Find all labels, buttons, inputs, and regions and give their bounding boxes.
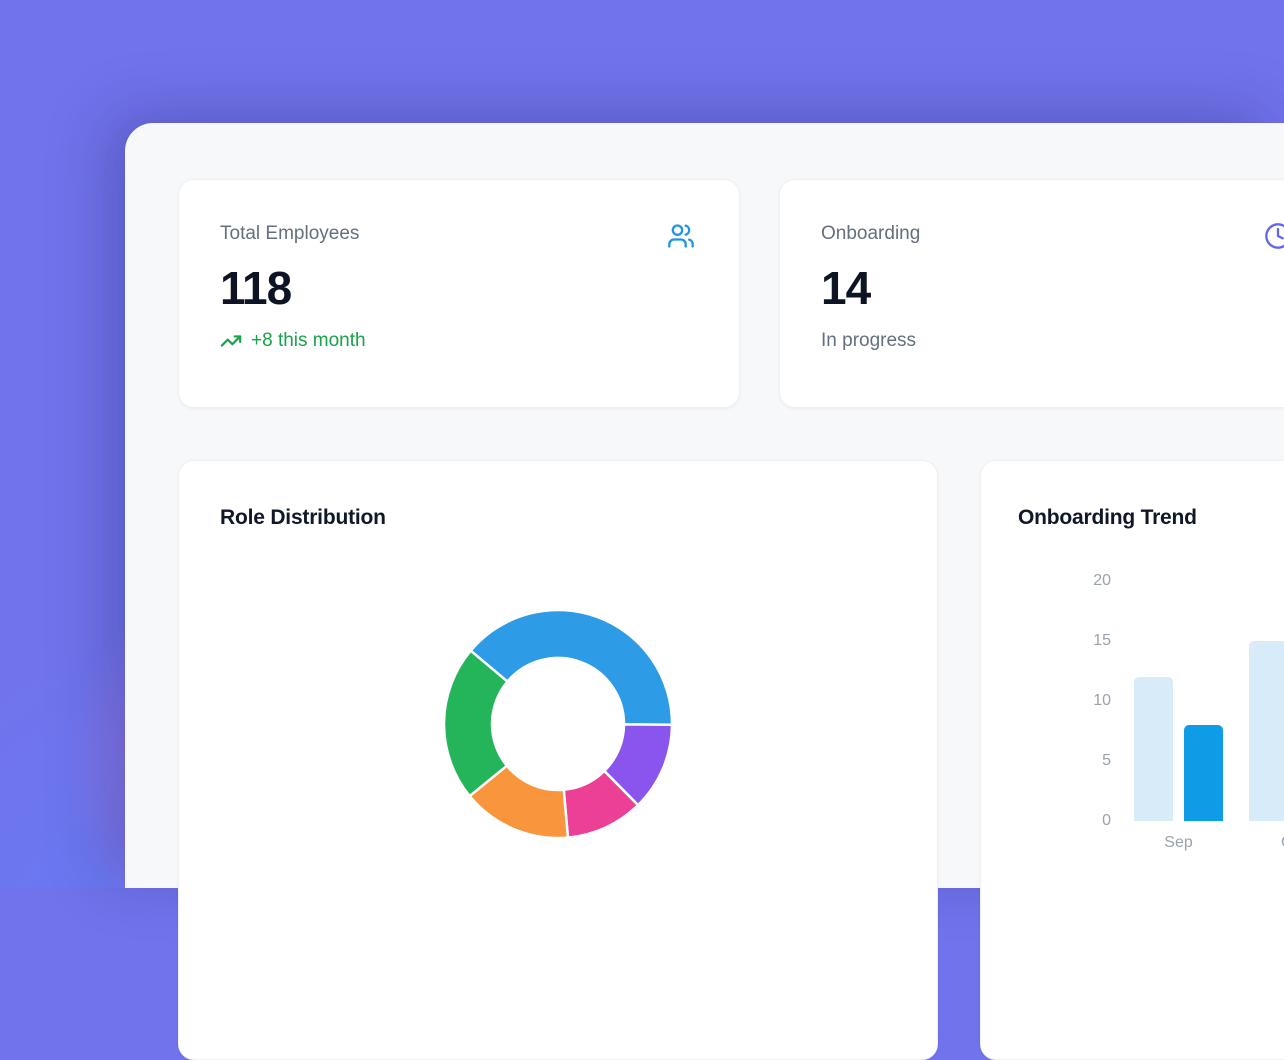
delta-text: +8 this month [251,329,366,353]
y-axis-tick-label: 0 [981,811,1111,831]
onboarding-value: 14 [821,264,1284,312]
clock-icon [1264,222,1284,250]
main-panel: Total Employees 118 +8 this month [125,123,1284,888]
y-axis-tick-label: 15 [981,631,1111,651]
onboarding-trend-card: Onboarding Trend 05101520SepOct [980,460,1284,1060]
bar-series-dark-blue-Sep [1184,725,1223,821]
role-distribution-title: Role Distribution [179,461,937,531]
y-axis-tick-label: 20 [981,571,1111,591]
x-axis-label-Sep: Sep [1139,833,1219,853]
role-distribution-card: Role Distribution [178,460,938,1060]
users-icon [667,222,695,250]
dashboard-screen: { "theme": { "background_purple": "#7173… [0,0,1284,888]
total-employees-delta: +8 this month [220,329,693,353]
onboarding-label: Onboarding [821,222,1284,246]
onboarding-trend-bar-chart: 0 5 10 15 20 Sep Oct [981,461,1284,1059]
donut-segment-green [444,651,507,796]
stat-card-total-employees: Total Employees 118 +8 this month [178,179,740,408]
onboarding-sub-text: In progress [821,329,1284,353]
donut-segment-blue [471,610,672,725]
bar-series-light-blue-Sep [1134,677,1173,821]
y-axis-tick-label: 10 [981,691,1111,711]
total-employees-value: 118 [220,264,693,312]
x-axis-label-Oct: Oct [1254,833,1284,853]
role-distribution-donut-chart [438,604,678,844]
stat-card-onboarding: Onboarding 14 In progress [779,179,1284,408]
total-employees-label: Total Employees [220,222,693,246]
y-axis-tick-label: 5 [981,751,1111,771]
trending-up-icon [220,330,242,352]
bar-series-light-blue-Oct [1249,641,1284,821]
